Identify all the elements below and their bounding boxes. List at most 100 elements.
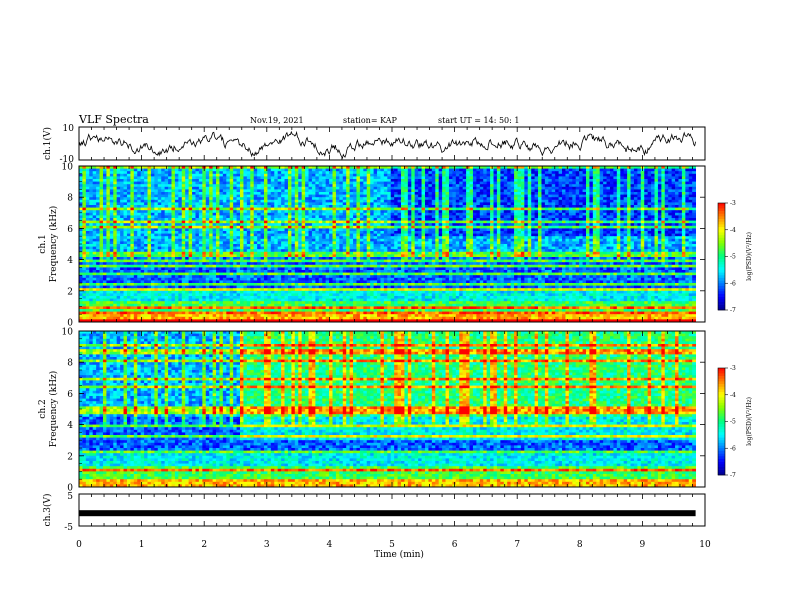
spectrogram-cell [219,220,224,224]
spectrogram-cell [685,202,690,206]
spectrogram-cell [411,210,416,214]
spectrogram-cell [195,218,200,221]
spectrogram-cell [205,202,210,206]
spectrogram-cell [174,171,179,175]
spectrogram-cell [137,207,142,211]
spectrogram-cell [664,186,669,190]
spectrogram-cell [664,184,669,188]
spectrogram-cell [339,215,344,219]
spectrogram-cell [140,205,145,208]
spectrogram-cell [102,171,107,175]
spectrogram-cell [257,218,261,221]
spectrogram-cell [250,171,255,175]
spectrogram-cell [428,189,433,193]
spectrogram-cell [212,168,217,172]
spectrogram-cell [418,199,422,203]
spectrogram-cell [452,181,457,185]
spectrogram-cell [174,179,179,182]
spectrogram-cell [555,171,559,175]
spectrogram-cell [538,192,542,195]
spectrogram-cell [668,210,673,214]
spectrogram-cell [137,225,142,229]
spectrogram-cell [476,168,481,172]
spectrogram-cell [356,218,361,221]
spectrogram-cell [565,181,570,185]
spectrogram-cell [123,181,128,185]
spectrogram-cell [140,181,145,185]
spectrogram-cell [442,210,446,214]
spectrogram-cell [431,218,436,221]
spectrogram-cell [329,231,333,234]
spectrogram-cell [359,179,364,182]
spectrogram-cell [113,220,118,224]
spectrogram-cell [137,215,142,219]
spectrogram-cell [281,176,285,180]
spectrogram-cell [551,199,556,203]
spectrogram-cell [585,220,590,224]
spectrogram-cell [483,231,488,234]
spectrogram-cell [222,199,227,203]
spectrogram-cell [198,186,203,190]
spectrogram-cell [507,231,512,234]
spectrogram-cell [490,186,494,190]
spectrogram-cell [647,181,652,185]
spectrogram-cell [681,194,686,198]
spectrogram-cell [637,194,642,198]
spectrogram-cell [579,179,583,182]
spectrogram-cell [102,233,107,237]
spectrogram-cell [325,207,330,211]
spectrogram-cell [373,215,378,219]
spectrogram-cell [377,215,381,219]
spectrogram-cell [548,205,553,208]
spectrogram-cell [267,176,272,180]
spectrogram-cell [387,168,392,172]
spectrogram-cell [452,202,457,206]
spectrogram-cell [185,194,190,198]
spectrogram-cell [140,171,145,175]
spectrogram-cell [438,176,443,180]
spectrogram-cell [168,194,172,198]
spectrogram-cell [150,228,155,232]
spectrogram-cell [106,236,111,240]
spectrogram-cell [263,233,268,237]
spectrogram-cell [383,223,388,227]
spectrogram-cell [383,176,388,180]
spectrogram-cell [380,194,385,198]
spectrogram-cell [472,192,477,195]
spectrogram-cell [263,231,268,234]
spectrogram-cell [157,189,162,193]
spectrogram-cell [609,202,614,206]
spectrogram-cell [620,228,625,232]
spectrogram-cell [257,179,261,182]
spectrogram-cell [596,233,601,237]
spectrogram-cell [116,225,121,229]
spectrogram-cell [335,231,340,234]
spectrogram-cell [424,231,429,234]
spectrogram-cell [435,189,440,193]
spectrogram-cell [383,171,388,175]
spectrogram-cell [147,197,152,201]
spectrogram-cell [544,189,549,193]
spectrogram-cell [435,194,440,198]
spectrogram-cell [79,202,83,206]
spectrogram-cell [126,194,131,198]
spectrogram-cell [647,192,652,195]
spectrogram-cell [623,192,628,195]
spectrogram-cell [294,212,299,216]
spectrogram-cell [407,231,412,234]
spectrogram-cell [243,223,248,227]
spectrogram-cell [233,202,237,206]
spectrogram-cell [325,176,330,180]
spectrogram-cell [366,184,371,188]
spectrogram-cell [657,179,662,182]
spectrogram-cell [575,181,580,185]
spectrogram-cell [414,192,419,195]
spectrogram-cell [335,218,340,221]
spectrogram-cell [356,205,361,208]
spectrogram-cell [140,223,145,227]
spectrogram-cell [407,184,412,188]
spectrogram-cell [692,205,697,208]
spectrogram-cell [154,194,159,198]
spectrogram-cell [514,181,518,185]
spectrogram-cell [377,199,381,203]
